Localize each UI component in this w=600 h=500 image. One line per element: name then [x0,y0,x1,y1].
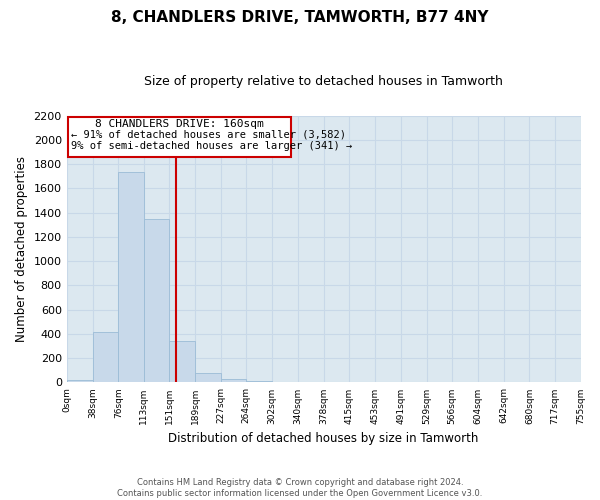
Text: Contains HM Land Registry data © Crown copyright and database right 2024.
Contai: Contains HM Land Registry data © Crown c… [118,478,482,498]
Text: 8 CHANDLERS DRIVE: 160sqm: 8 CHANDLERS DRIVE: 160sqm [95,118,264,128]
Bar [247,380,272,382]
Bar [169,340,195,382]
Text: 9% of semi-detached houses are larger (341) →: 9% of semi-detached houses are larger (3… [71,141,352,151]
Bar [143,218,169,382]
Y-axis label: Number of detached properties: Number of detached properties [15,156,28,342]
Text: ← 91% of detached houses are smaller (3,582): ← 91% of detached houses are smaller (3,… [71,130,346,140]
FancyBboxPatch shape [68,118,291,158]
Bar [118,172,143,382]
Bar [221,380,247,382]
Text: 8, CHANDLERS DRIVE, TAMWORTH, B77 4NY: 8, CHANDLERS DRIVE, TAMWORTH, B77 4NY [111,10,489,25]
Bar [92,332,118,382]
Title: Size of property relative to detached houses in Tamworth: Size of property relative to detached ho… [144,75,503,88]
Bar [195,372,221,382]
X-axis label: Distribution of detached houses by size in Tamworth: Distribution of detached houses by size … [169,432,479,445]
Bar [67,380,92,382]
